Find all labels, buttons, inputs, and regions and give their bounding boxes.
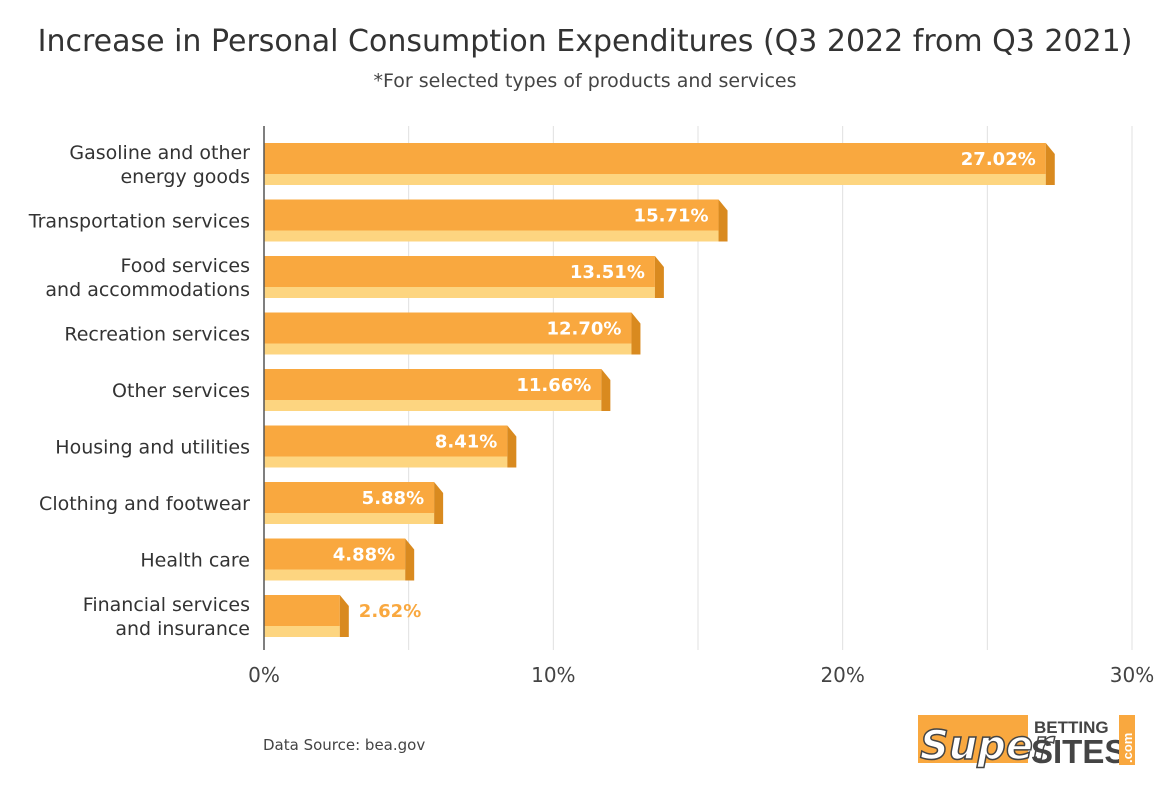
category-label: Health care [140, 550, 250, 572]
bar [264, 312, 632, 344]
bar-bottom-face [264, 230, 719, 242]
x-tick-label: 0% [248, 663, 280, 687]
bar-bottom-face [264, 343, 632, 355]
bar-bottom-face [264, 626, 340, 637]
bar-bottom-face [264, 400, 602, 411]
bar-side-face [339, 595, 349, 637]
bar-value-label: 2.62% [359, 601, 421, 622]
bar-bottom-face [264, 513, 435, 524]
category-label: Housing and utilities [55, 437, 250, 459]
bar [264, 199, 719, 231]
x-tick-label: 30% [1110, 663, 1154, 687]
bar [264, 482, 435, 513]
bar [264, 256, 655, 287]
bar-bottom-face [264, 456, 508, 468]
category-label: Clothing and footwear [39, 493, 250, 515]
category-label: energy goods [120, 166, 250, 188]
x-tick-label: 10% [531, 663, 575, 687]
bar-side-face [434, 482, 444, 524]
bar-side-face [507, 425, 517, 468]
logo-com-block [1119, 715, 1135, 765]
category-label: Food services [120, 255, 250, 277]
bar-value-label: 12.70% [546, 319, 621, 340]
bar-value-label: 15.71% [634, 206, 709, 227]
bar-chart: 0% 10% 20% 30% 27.02% Gasoline and otherenerg… [28, 126, 1154, 687]
chart-subtitle: *For selected types of products and serv… [373, 70, 797, 92]
category-label: and accommodations [45, 279, 250, 301]
bar [264, 425, 508, 457]
bar-value-label: 4.88% [333, 545, 395, 566]
category-label: Other services [112, 380, 250, 402]
bar-value-label: 8.41% [435, 432, 497, 453]
bar-bottom-face [264, 569, 406, 581]
logo-sites-text: SITES [1031, 733, 1126, 770]
logo-super-text: Super [920, 723, 1055, 769]
bar-side-face [654, 256, 664, 298]
bar-bottom-face [264, 287, 655, 298]
logo-orange-block [918, 715, 1028, 763]
chart-title: Increase in Personal Consumption Expendi… [37, 24, 1133, 59]
supersites-logo: Super BETTING SITES .com [918, 715, 1135, 770]
bar-side-face [718, 199, 728, 242]
data-source-note: Data Source: bea.gov [263, 736, 426, 754]
bar-value-label: 5.88% [362, 488, 424, 509]
bar-value-label: 27.02% [961, 149, 1036, 170]
bar [264, 143, 1046, 174]
bar-value-label: 11.66% [516, 375, 591, 396]
bar-side-face [631, 312, 641, 355]
bar [264, 369, 602, 400]
category-label: Transportation services [28, 211, 250, 233]
bar-value-label: 13.51% [570, 262, 645, 283]
bar-side-face [601, 369, 611, 411]
bar [264, 538, 406, 570]
category-label: and insurance [115, 618, 250, 640]
category-label: Gasoline and other [69, 142, 250, 164]
category-label: Recreation services [64, 324, 250, 346]
category-label: Financial services [83, 594, 250, 616]
bar [264, 595, 340, 626]
x-tick-label: 20% [820, 663, 864, 687]
logo-com-text: .com [1120, 733, 1135, 763]
bar-side-face [1045, 143, 1055, 185]
bar-side-face [405, 538, 415, 581]
bar-bottom-face [264, 174, 1046, 185]
logo-betting-text: BETTING [1034, 718, 1109, 737]
